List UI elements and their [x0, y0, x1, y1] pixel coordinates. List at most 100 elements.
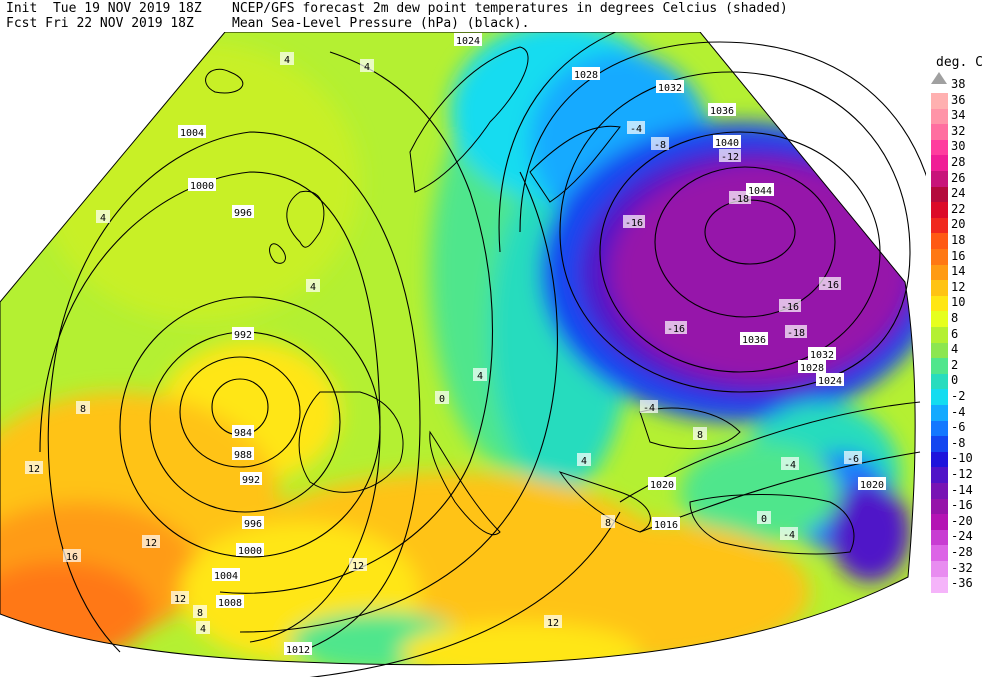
dewpoint-label: 4	[200, 624, 206, 635]
legend-swatch	[931, 155, 948, 172]
legend-label: -4	[951, 404, 966, 419]
isobar-label: 988	[234, 450, 252, 461]
legend-swatch	[931, 108, 948, 125]
isobar-label: 1012	[286, 645, 310, 656]
legend-label: -6	[951, 420, 966, 435]
legend-swatch	[931, 171, 948, 187]
isobar-label: 1020	[860, 480, 884, 491]
legend-label: -14	[951, 482, 973, 497]
shaded-field	[0, 32, 916, 665]
isobar-label: 996	[234, 208, 252, 219]
isobar-label: 992	[234, 330, 252, 341]
legend-overflow-triangle	[931, 72, 947, 84]
isobar-label: 1004	[180, 128, 204, 139]
legend-label: 6	[951, 326, 959, 341]
legend-swatch	[931, 249, 948, 265]
isobar-label: 1024	[456, 36, 480, 47]
legend-swatch	[931, 483, 948, 499]
isobar-label: 1044	[748, 186, 772, 197]
forecast-time: Fcst Fri 22 NOV 2019 18Z	[6, 16, 194, 31]
legend-swatch	[931, 467, 948, 484]
isobar-label: 1028	[800, 363, 824, 374]
legend-label: 20	[951, 217, 966, 232]
legend-label: 16	[951, 248, 966, 263]
legend-label: -36	[951, 576, 973, 591]
isobar-label: 1000	[190, 181, 214, 192]
legend-label: 0	[951, 373, 959, 388]
map-frame	[0, 32, 916, 666]
color-legend: deg. C 38 36 34 32 30 28 26 24 22 20 18 16 14 12 10 8 6 4…	[928, 55, 1000, 615]
isobar-label: 1032	[658, 83, 682, 94]
legend-label: -2	[951, 389, 966, 403]
legend-swatch	[931, 561, 948, 577]
legend-label: 38	[951, 77, 966, 91]
legend-swatch	[931, 264, 948, 281]
legend-swatch	[931, 327, 948, 343]
dewpoint-label: 0	[439, 394, 445, 405]
isobar-label: 1032	[810, 350, 834, 361]
legend-label: 22	[951, 201, 966, 216]
run-info: Init Tue 19 NOV 2019 18Z Fcst Fri 22 NOV …	[6, 1, 202, 31]
dewpoint-label: -6	[847, 454, 859, 465]
isobar-label: 1036	[710, 106, 734, 117]
dewpoint-label: 8	[80, 404, 86, 415]
dewpoint-label: 4	[477, 371, 483, 382]
legend-label: 32	[951, 123, 966, 138]
legend-swatch	[931, 93, 948, 109]
dewpoint-label: 12	[352, 561, 364, 572]
dewpoint-label: -4	[783, 530, 795, 541]
legend-label: 2	[951, 357, 959, 372]
isobar-label: 1036	[742, 335, 766, 346]
isobar-label: 1020	[650, 480, 674, 491]
legend-label: -8	[951, 435, 966, 450]
dewpoint-label: 8	[197, 608, 203, 619]
coastlines	[205, 46, 855, 555]
legend-swatch	[931, 139, 948, 156]
isobar-label: 1024	[818, 376, 842, 387]
dewpoint-label: 4	[284, 55, 290, 66]
map-title: NCEP/GFS forecast 2m dew point temperatu…	[232, 1, 788, 31]
legend-swatch	[931, 186, 948, 203]
legend-swatch	[931, 358, 948, 375]
isobar-label: 1028	[574, 70, 598, 81]
isobar-label: 1040	[715, 138, 739, 149]
legend-swatch	[931, 342, 948, 359]
legend-label: -28	[951, 545, 973, 559]
dewpoint-label: -16	[667, 324, 685, 335]
dewpoint-label: 4	[581, 456, 587, 467]
legend-label: -20	[951, 513, 973, 528]
legend-swatch	[931, 436, 948, 453]
legend-swatch	[931, 529, 948, 546]
legend-swatch	[931, 405, 948, 421]
dewpoint-label: 16	[66, 552, 78, 563]
dewpoint-label: -4	[784, 460, 796, 471]
dewpoint-label: -4	[643, 403, 655, 414]
legend-swatch	[931, 280, 948, 297]
legend-swatch	[931, 576, 948, 593]
legend-label: 4	[951, 342, 959, 357]
dewpoint-label: -16	[625, 218, 643, 229]
legend-label: -10	[951, 451, 973, 466]
isobar-label: 1008	[218, 598, 242, 609]
legend-label: -32	[951, 560, 973, 575]
legend-swatch	[931, 311, 948, 328]
dewpoint-label: 12	[174, 594, 186, 605]
legend-swatch	[931, 498, 948, 515]
legend-label: -12	[951, 467, 973, 481]
isobar-label: 992	[242, 475, 260, 486]
init-time: Init Tue 19 NOV 2019 18Z	[6, 1, 202, 16]
legend-label: -16	[951, 498, 973, 513]
dewpoint-label: -4	[630, 124, 642, 135]
dewpoint-label: 4	[310, 282, 316, 293]
legend-label: 8	[951, 311, 959, 325]
legend-label: 26	[951, 170, 966, 185]
legend-swatch	[931, 124, 948, 141]
dewpoint-label: 4	[364, 62, 370, 73]
isobar-label: 1000	[238, 546, 262, 557]
legend-label: 28	[951, 155, 966, 169]
dewpoint-label: -12	[721, 152, 739, 163]
legend-swatch	[931, 420, 948, 437]
isobar-labels: 1024 1028 1032 1036 1040 1044 1004 1000 …	[178, 33, 886, 656]
legend-swatch	[931, 373, 948, 390]
dewpoint-label: 8	[605, 518, 611, 529]
